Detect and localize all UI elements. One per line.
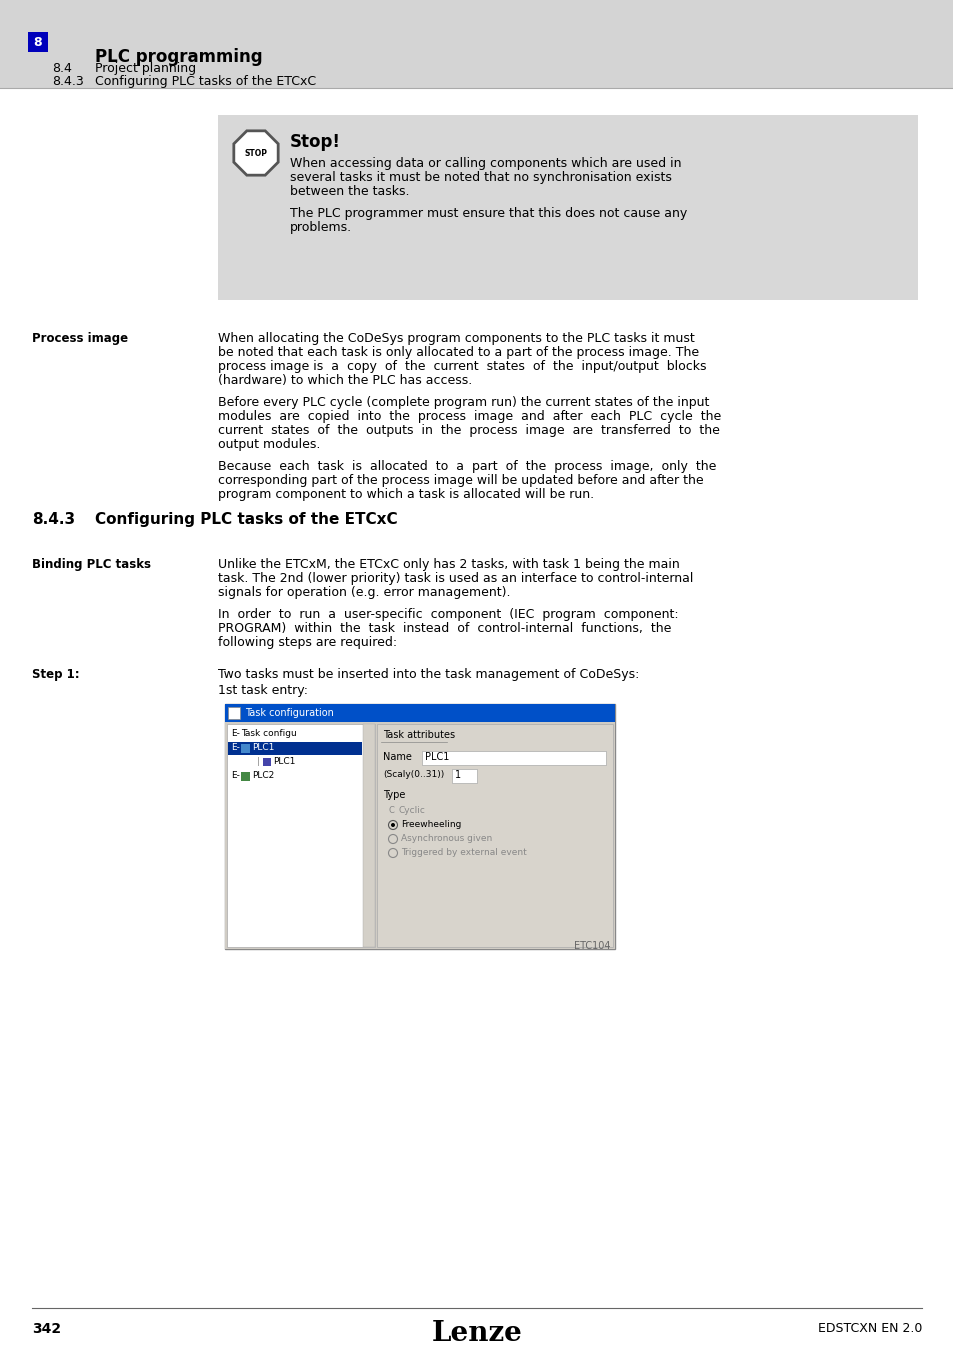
Text: STOP: STOP [244,148,267,158]
Text: several tasks it must be noted that no synchronisation exists: several tasks it must be noted that no s… [290,171,671,183]
Text: current  states  of  the  outputs  in  the  process  image  are  transferred  to: current states of the outputs in the pro… [218,425,720,437]
Text: signals for operation (e.g. error management).: signals for operation (e.g. error manage… [218,586,510,599]
Text: PLC1: PLC1 [273,758,295,766]
Text: Step 1:: Step 1: [32,669,79,681]
FancyBboxPatch shape [0,88,953,1348]
Text: PLC1: PLC1 [424,752,449,762]
Text: corresponding part of the process image will be updated before and after the: corresponding part of the process image … [218,474,703,487]
Text: PLC2: PLC2 [252,771,274,780]
Text: E-: E- [231,771,239,780]
Text: Two tasks must be inserted into the task management of CoDeSys:: Two tasks must be inserted into the task… [218,669,639,681]
Text: Task configu: Task configu [241,729,296,737]
Text: output modules.: output modules. [218,438,320,452]
FancyBboxPatch shape [0,0,953,88]
FancyBboxPatch shape [376,724,613,948]
FancyBboxPatch shape [452,768,476,783]
FancyBboxPatch shape [28,32,48,53]
Text: Before every PLC cycle (complete program run) the current states of the input: Before every PLC cycle (complete program… [218,396,709,408]
Text: Task configuration: Task configuration [245,708,334,718]
FancyBboxPatch shape [241,744,250,754]
Circle shape [391,824,395,828]
Text: PLC1: PLC1 [252,743,274,752]
Text: E-: E- [231,743,239,752]
Text: Unlike the ETCxM, the ETCxC only has 2 tasks, with task 1 being the main: Unlike the ETCxM, the ETCxC only has 2 t… [218,558,679,572]
FancyBboxPatch shape [225,723,615,949]
Text: 1: 1 [455,770,460,780]
Text: Task attributes: Task attributes [382,731,455,740]
FancyBboxPatch shape [241,772,250,780]
FancyBboxPatch shape [421,751,605,766]
Text: 8.4.3: 8.4.3 [32,512,75,527]
Text: ETC104: ETC104 [574,941,610,950]
FancyBboxPatch shape [227,724,375,948]
Text: When allocating the CoDeSys program components to the PLC tasks it must: When allocating the CoDeSys program comp… [218,332,694,345]
Text: process image is  a  copy  of  the  current  states  of  the  input/output  bloc: process image is a copy of the current s… [218,360,706,373]
Text: 1st task entry:: 1st task entry: [218,683,308,697]
FancyBboxPatch shape [225,704,615,723]
Text: Triggered by external event: Triggered by external event [400,848,526,857]
FancyBboxPatch shape [228,741,361,755]
Text: (hardware) to which the PLC has access.: (hardware) to which the PLC has access. [218,373,472,387]
Text: 8.4.3: 8.4.3 [52,75,84,88]
Text: Freewheeling: Freewheeling [400,820,461,829]
Text: 8: 8 [33,35,42,49]
Text: program component to which a task is allocated will be run.: program component to which a task is all… [218,488,594,501]
Text: In  order  to  run  a  user-specific  component  (IEC  program  component:: In order to run a user-specific componen… [218,608,678,621]
Text: 8.4: 8.4 [52,62,71,75]
Text: E-: E- [231,729,239,737]
Text: be noted that each task is only allocated to a part of the process image. The: be noted that each task is only allocate… [218,346,699,359]
Text: Stop!: Stop! [290,133,340,151]
Text: |: | [256,758,259,766]
Text: Project planning: Project planning [95,62,196,75]
Text: Type: Type [382,790,405,799]
FancyBboxPatch shape [228,706,240,718]
FancyBboxPatch shape [225,704,615,949]
Polygon shape [233,131,278,175]
Text: Process image: Process image [32,332,128,345]
Text: PLC programming: PLC programming [95,49,262,66]
Text: C: C [389,806,395,816]
Text: between the tasks.: between the tasks. [290,185,409,198]
Text: Asynchronous given: Asynchronous given [400,834,492,842]
Text: (Scaly(0..31)): (Scaly(0..31)) [382,770,444,779]
Text: Lenze: Lenze [431,1320,522,1347]
Text: following steps are required:: following steps are required: [218,636,396,648]
Text: Configuring PLC tasks of the ETCxC: Configuring PLC tasks of the ETCxC [95,75,315,88]
Text: Binding PLC tasks: Binding PLC tasks [32,558,151,572]
Text: PROGRAM)  within  the  task  instead  of  control-internal  functions,  the: PROGRAM) within the task instead of cont… [218,621,671,635]
Text: The PLC programmer must ensure that this does not cause any: The PLC programmer must ensure that this… [290,208,686,220]
FancyBboxPatch shape [263,758,271,766]
Text: EDSTCXN EN 2.0: EDSTCXN EN 2.0 [817,1322,921,1335]
Text: 342: 342 [32,1322,61,1336]
Text: task. The 2nd (lower priority) task is used as an interface to control-internal: task. The 2nd (lower priority) task is u… [218,572,693,585]
Text: Cyclic: Cyclic [398,806,425,816]
Text: modules  are  copied  into  the  process  image  and  after  each  PLC  cycle  t: modules are copied into the process imag… [218,410,720,423]
Text: Name: Name [382,752,412,762]
Text: Because  each  task  is  allocated  to  a  part  of  the  process  image,  only : Because each task is allocated to a part… [218,460,716,473]
Text: problems.: problems. [290,221,352,235]
FancyBboxPatch shape [363,724,375,948]
Text: Configuring PLC tasks of the ETCxC: Configuring PLC tasks of the ETCxC [95,512,397,527]
Text: When accessing data or calling components which are used in: When accessing data or calling component… [290,156,680,170]
FancyBboxPatch shape [218,115,917,301]
